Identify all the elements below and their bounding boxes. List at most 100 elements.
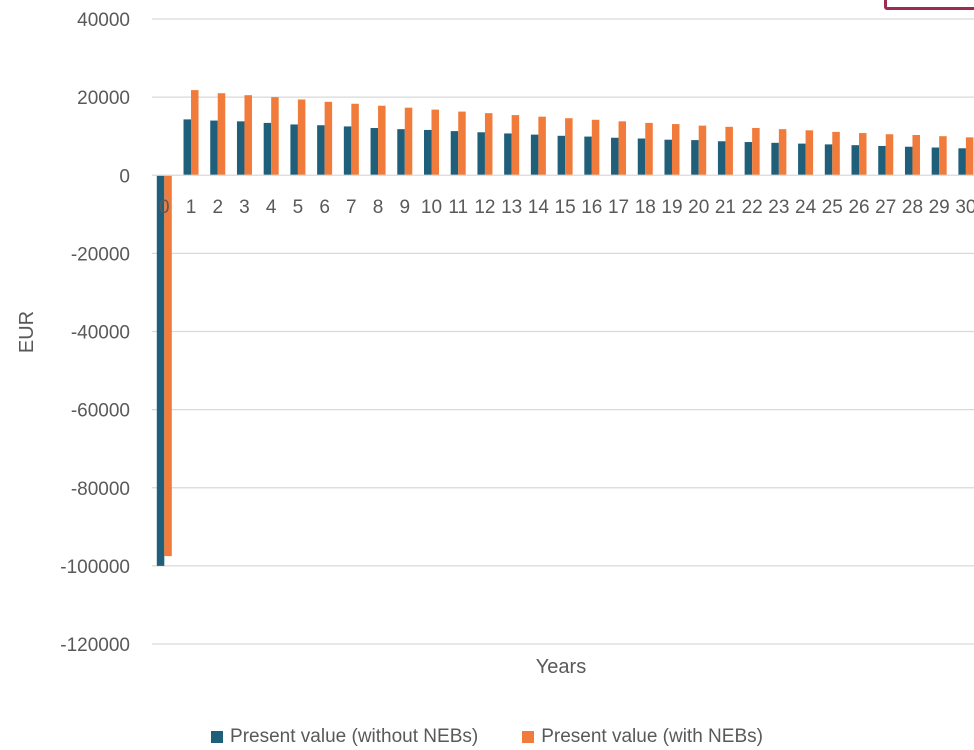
legend-label-without-nebs: Present value (without NEBs) (230, 726, 479, 747)
bar-with-nebs (725, 126, 733, 176)
bar-with-nebs (378, 105, 386, 176)
chart-area: 40000 20000 0 -20000 -40000 -60000 -80000 -1000… (16, 10, 974, 678)
bar-without-nebs (397, 129, 405, 176)
y-tick-label: -120000 (60, 635, 130, 656)
bar-with-nebs (458, 111, 466, 176)
y-axis-ticks: 40000 20000 0 -20000 -40000 -60000 -80000 -1000… (60, 10, 130, 656)
bar-with-nebs (565, 118, 573, 176)
x-tick-label: 28 (902, 197, 923, 218)
x-tick-label: 27 (875, 197, 896, 218)
bar-with-nebs (191, 90, 199, 176)
x-tick-label: 1 (186, 197, 197, 218)
bar-without-nebs (851, 145, 860, 176)
bar-with-nebs (217, 93, 226, 176)
x-tick-label: 16 (581, 197, 602, 218)
y-tick-label: 0 (119, 166, 130, 187)
y-tick-label: 40000 (77, 10, 130, 31)
x-axis-title: Years (536, 656, 586, 678)
y-tick-label: -100000 (60, 557, 130, 578)
bar-with-nebs (324, 101, 333, 176)
bar-without-nebs (664, 139, 672, 176)
bar-with-nebs (484, 113, 493, 176)
y-tick-label: -60000 (71, 401, 130, 422)
bar-with-nebs (805, 130, 814, 176)
bar-with-nebs (752, 127, 760, 176)
bar-with-nebs (778, 129, 787, 176)
x-tick-label: 25 (822, 197, 843, 218)
bar-without-nebs (824, 144, 833, 176)
legend-item-without-nebs[interactable]: Present value (without NEBs) (211, 724, 478, 750)
bar-without-nebs (530, 134, 539, 176)
bar-with-nebs (671, 124, 680, 176)
bar-without-nebs (504, 133, 512, 176)
x-tick-label: 17 (608, 197, 629, 218)
x-tick-label: 9 (399, 197, 410, 218)
bar-with-nebs (271, 97, 279, 176)
x-tick-label: 11 (448, 197, 468, 218)
bar-with-nebs (404, 107, 413, 176)
bar-without-nebs (450, 131, 459, 176)
bar-with-nebs (164, 175, 172, 557)
legend-swatch-without-nebs (211, 731, 224, 743)
x-tick-label: 12 (474, 197, 495, 218)
bar-with-nebs (912, 135, 920, 176)
bar-without-nebs (691, 140, 699, 176)
bar-without-nebs (798, 143, 806, 176)
legend-swatch-with-nebs (522, 731, 535, 743)
x-tick-label: 5 (293, 197, 304, 218)
y-tick-label: -20000 (71, 244, 130, 265)
x-tick-label: 26 (848, 197, 869, 218)
x-tick-label: 18 (635, 197, 656, 218)
bar-without-nebs (958, 148, 966, 176)
bar-with-nebs (431, 109, 439, 176)
x-tick-label: 19 (661, 197, 682, 218)
bar-with-nebs (591, 119, 600, 176)
y-tick-label: 20000 (77, 88, 130, 109)
selection-frame (884, 0, 974, 10)
bar-without-nebs (156, 175, 165, 566)
bar-with-nebs (859, 133, 867, 176)
x-tick-label: 20 (688, 197, 709, 218)
bar-with-nebs (538, 116, 546, 176)
bar-without-nebs (210, 120, 218, 176)
x-tick-label: 2 (212, 197, 223, 218)
bar-with-nebs (832, 131, 840, 176)
bars (156, 90, 974, 566)
x-tick-label: 14 (528, 197, 550, 218)
bar-without-nebs (424, 129, 432, 176)
bar-without-nebs (717, 141, 726, 176)
x-axis-ticks: 0 1 2 3 4 5 6 7 8 9 10 11 12 13 14 15 16 17 18 19 20 21 22 23 24… (159, 197, 974, 218)
x-tick-label: 13 (501, 197, 522, 218)
bar-without-nebs (370, 127, 379, 176)
bar-without-nebs (477, 132, 485, 176)
bar-with-nebs (645, 122, 653, 176)
legend-label-with-nebs: Present value (with NEBs) (541, 726, 763, 747)
x-tick-label: 6 (319, 197, 330, 218)
bar-with-nebs (698, 125, 707, 176)
x-tick-label: 21 (715, 197, 736, 218)
bar-without-nebs (771, 142, 779, 176)
bar-without-nebs (263, 122, 272, 176)
y-tick-label: -80000 (71, 479, 130, 500)
legend-item-with-nebs[interactable]: Present value (with NEBs) (522, 724, 763, 750)
x-tick-label: 24 (795, 197, 817, 218)
bar-with-nebs (965, 137, 974, 176)
bar-with-nebs (351, 103, 359, 176)
legend: Present value (without NEBs) Present val… (0, 724, 974, 750)
bar-without-nebs (744, 142, 753, 176)
bar-without-nebs (904, 146, 913, 176)
bar-with-nebs (297, 99, 306, 176)
bar-without-nebs (557, 135, 566, 176)
y-tick-label: -40000 (71, 323, 130, 344)
bar-with-nebs (244, 95, 252, 176)
x-tick-label: 8 (373, 197, 384, 218)
x-tick-label: 23 (768, 197, 789, 218)
x-tick-label: 7 (346, 197, 357, 218)
x-tick-label: 29 (929, 197, 950, 218)
bar-with-nebs (618, 121, 627, 176)
bar-without-nebs (637, 138, 646, 176)
x-tick-label: 4 (266, 197, 277, 218)
bar-without-nebs (290, 124, 298, 176)
bar-without-nebs (584, 136, 592, 176)
bar-without-nebs (183, 119, 192, 176)
